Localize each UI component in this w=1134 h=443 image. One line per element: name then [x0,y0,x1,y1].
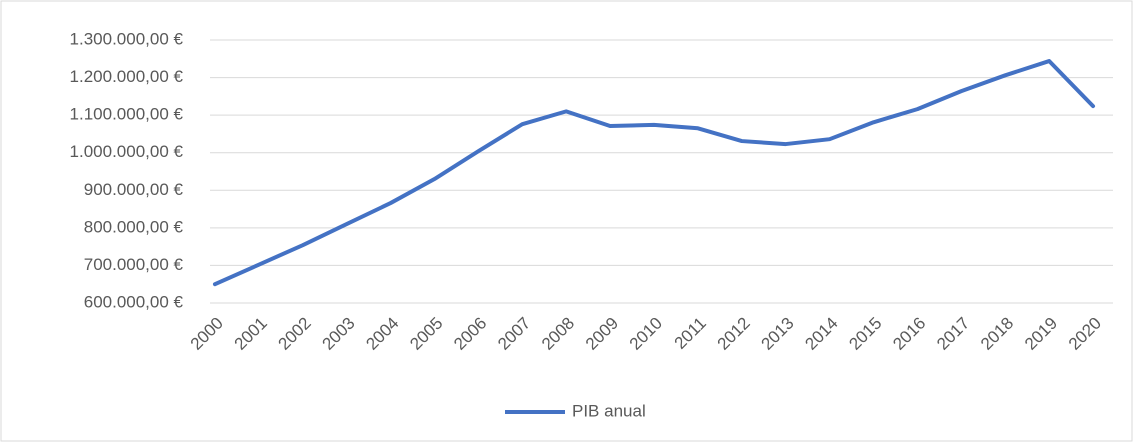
y-tick-label: 900.000,00 € [84,180,184,199]
y-tick-label: 600.000,00 € [84,292,184,311]
y-tick-label: 1.200.000,00 € [70,67,184,86]
y-tick-label: 800.000,00 € [84,217,184,236]
y-tick-label: 1.000.000,00 € [70,142,184,161]
legend-label: PIB anual [572,401,646,420]
y-tick-label: 1.300.000,00 € [70,29,184,48]
y-tick-label: 700.000,00 € [84,255,184,274]
data-line [212,59,1096,287]
y-tick-label: 1.100.000,00 € [70,105,184,124]
